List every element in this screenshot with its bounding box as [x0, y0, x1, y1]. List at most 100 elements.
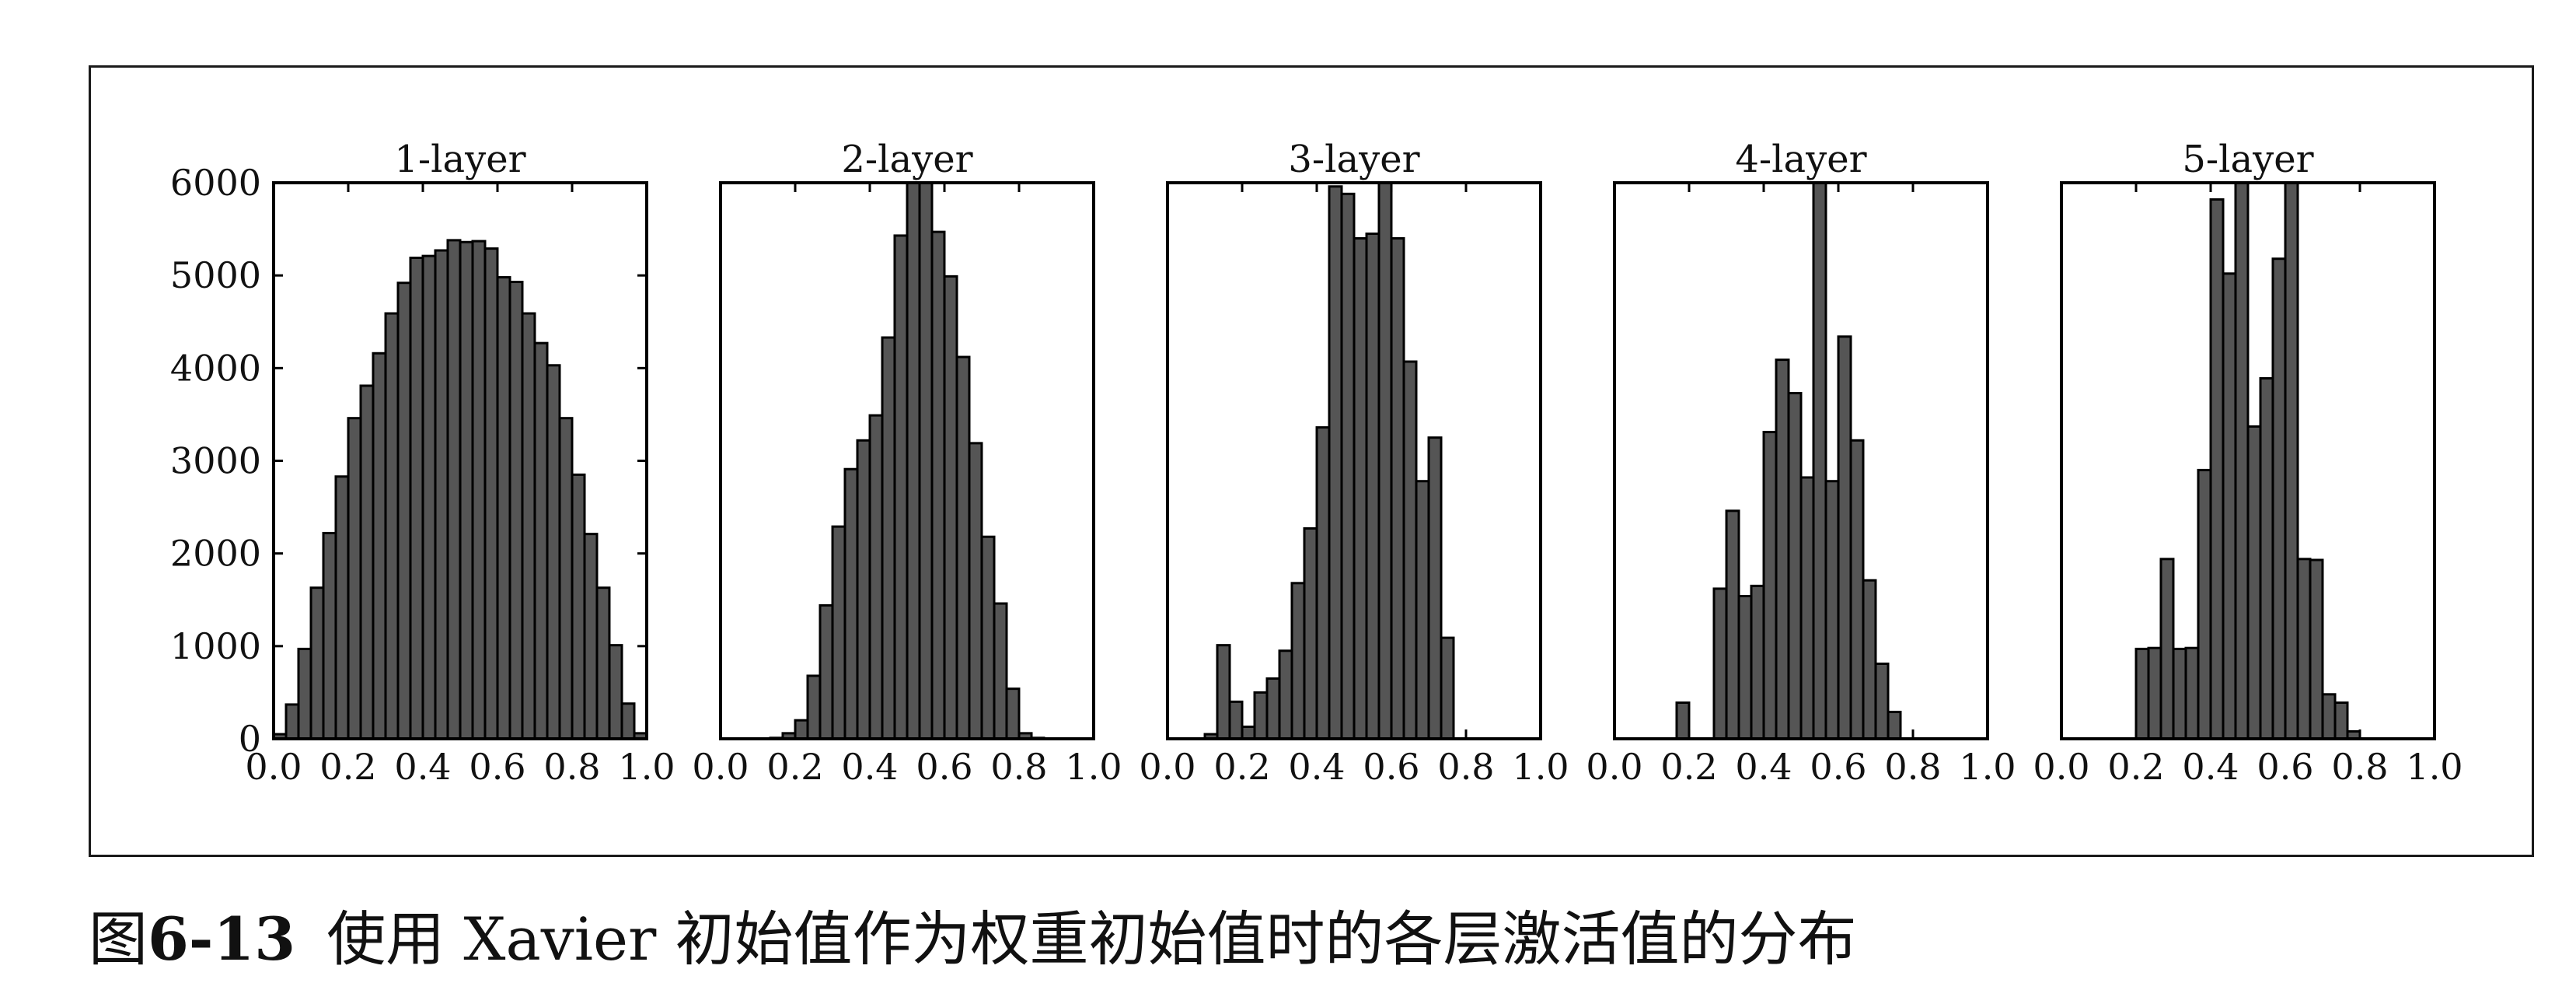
panel-1-ytick-label: 3000	[170, 440, 261, 482]
panel-1-ytick-label: 4000	[170, 347, 261, 389]
panel-1-xtick-label: 0.2	[319, 746, 376, 788]
panel-1-bar	[434, 249, 449, 740]
panel-3-bar	[1340, 192, 1356, 740]
panel-3-bar	[1390, 237, 1405, 740]
panel-1-bar	[533, 341, 549, 740]
panel-1-bar	[546, 364, 561, 740]
panel-2-bar	[794, 719, 809, 740]
panel-3-axes-frame	[1166, 181, 1542, 740]
panel-3-xtick-label: 0.4	[1288, 746, 1345, 788]
panel-1-title: 1-layer	[394, 138, 525, 181]
panel-1-bar	[446, 239, 462, 740]
panel-4-bar	[1737, 594, 1753, 740]
panel-4-bar	[1887, 710, 1902, 740]
panel-5-bar	[2259, 376, 2274, 740]
panel-1-xtick-label: 0.8	[543, 746, 600, 788]
panel-5-xtick-label: 0.6	[2257, 746, 2313, 788]
panel-5-bar	[2222, 272, 2237, 740]
panel-2-bar	[831, 525, 846, 740]
panel-4-bar	[1812, 181, 1827, 740]
panel-2-bar	[980, 535, 996, 740]
panel-2-bar	[893, 234, 909, 740]
panel-1-bar	[359, 384, 375, 740]
panel-1-bar	[483, 247, 499, 740]
panel-4-axes-frame	[1613, 181, 1989, 740]
panel-1-ytick-label: 1000	[170, 625, 261, 667]
panel-5-bar	[2271, 257, 2287, 740]
panel-2-bar	[993, 602, 1008, 740]
panel-5-xtick-label: 0.4	[2182, 746, 2239, 788]
panel-4-xtick-label: 0.0	[1586, 746, 1642, 788]
panel-1-ytick-label: 6000	[170, 162, 261, 204]
panel-2-bar	[1005, 687, 1021, 740]
panel-1-bar	[620, 702, 636, 740]
panel-2-axes-frame	[719, 181, 1095, 740]
panel-2-title: 2-layer	[841, 138, 972, 181]
panel-5-bar	[2246, 425, 2262, 740]
panel-4-bar	[1787, 392, 1803, 740]
panel-4-bar	[1874, 662, 1890, 740]
panel-3-bar	[1440, 636, 1455, 740]
panel-1-bar	[571, 473, 586, 740]
panel-2-xtick-label: 0.4	[841, 746, 898, 788]
panel-1-bar	[471, 240, 487, 740]
panel-2-bar	[819, 603, 834, 740]
panel-1-bar	[284, 703, 300, 740]
panel-5-xtick-label: 0.0	[2033, 746, 2089, 788]
panel-3-xtick-label: 0.2	[1213, 746, 1270, 788]
panel-5-bar	[2147, 646, 2162, 740]
panel-3-title: 3-layer	[1288, 138, 1419, 181]
panel-2-xtick-label: 0.6	[916, 746, 972, 788]
panel-2-bar	[968, 442, 983, 740]
panel-5-bar	[2309, 558, 2324, 740]
panel-5-bar	[2333, 701, 2349, 740]
panel-5-bar	[2134, 647, 2150, 740]
panel-1-bar	[309, 586, 325, 740]
caption-label: 图	[89, 904, 148, 974]
panel-2-bar	[930, 230, 946, 740]
panel-3-bar	[1265, 677, 1281, 740]
panel-4-bar	[1837, 335, 1852, 740]
panel-1-bar	[459, 240, 474, 740]
panel-2-bar	[955, 355, 971, 740]
panel-2-bar	[806, 674, 822, 740]
panel-5-bar	[2234, 181, 2250, 740]
panel-2-xtick-label: 0.2	[766, 746, 823, 788]
panel-1-bar	[409, 257, 424, 740]
panel-1-bar	[384, 312, 400, 740]
panel-5-bar	[2321, 693, 2337, 740]
panel-5-bar	[2197, 468, 2212, 740]
panel-3-bar	[1253, 691, 1269, 740]
panel-4-bar	[1799, 476, 1815, 740]
figure-caption: 图6-13 使用 Xavier 初始值作为权重初始值时的各层激活值的分布	[89, 901, 1856, 978]
panel-4-xtick-label: 0.8	[1884, 746, 1941, 788]
panel-1-bar	[334, 475, 350, 740]
panel-1-xtick-label: 1.0	[618, 746, 675, 788]
panel-3-bar	[1278, 649, 1293, 740]
panel-5-bar	[2184, 646, 2200, 740]
panel-1-bar	[421, 254, 437, 740]
panel-5-xtick-label: 1.0	[2406, 746, 2463, 788]
panel-4-bar	[1725, 509, 1740, 740]
panel-3-bar	[1415, 480, 1430, 740]
panel-1-bar	[558, 417, 574, 740]
panel-1-bar	[608, 644, 623, 740]
panel-1-xtick-label: 0.6	[469, 746, 525, 788]
panel-3-bar	[1427, 436, 1443, 740]
panel-2-xtick-label: 1.0	[1065, 746, 1122, 788]
panel-1-xtick-label: 0.4	[394, 746, 451, 788]
panel-3-bar	[1328, 185, 1343, 740]
panel-3-bar	[1315, 426, 1331, 740]
panel-3-xtick-label: 0.0	[1139, 746, 1196, 788]
panel-5-bar	[2209, 198, 2225, 740]
panel-2-bar	[918, 181, 934, 740]
panel-1-bar	[297, 647, 312, 740]
panel-4-bar	[1675, 701, 1691, 740]
panel-1-bar	[521, 312, 536, 740]
panel-1-ytick-label: 5000	[170, 254, 261, 296]
panel-5-xtick-label: 0.2	[2107, 746, 2164, 788]
panel-4-bar	[1712, 587, 1728, 740]
panel-4-bar	[1824, 480, 1840, 740]
panel-1-ytick-label: 2000	[170, 533, 261, 575]
panel-3-xtick-label: 0.8	[1437, 746, 1494, 788]
